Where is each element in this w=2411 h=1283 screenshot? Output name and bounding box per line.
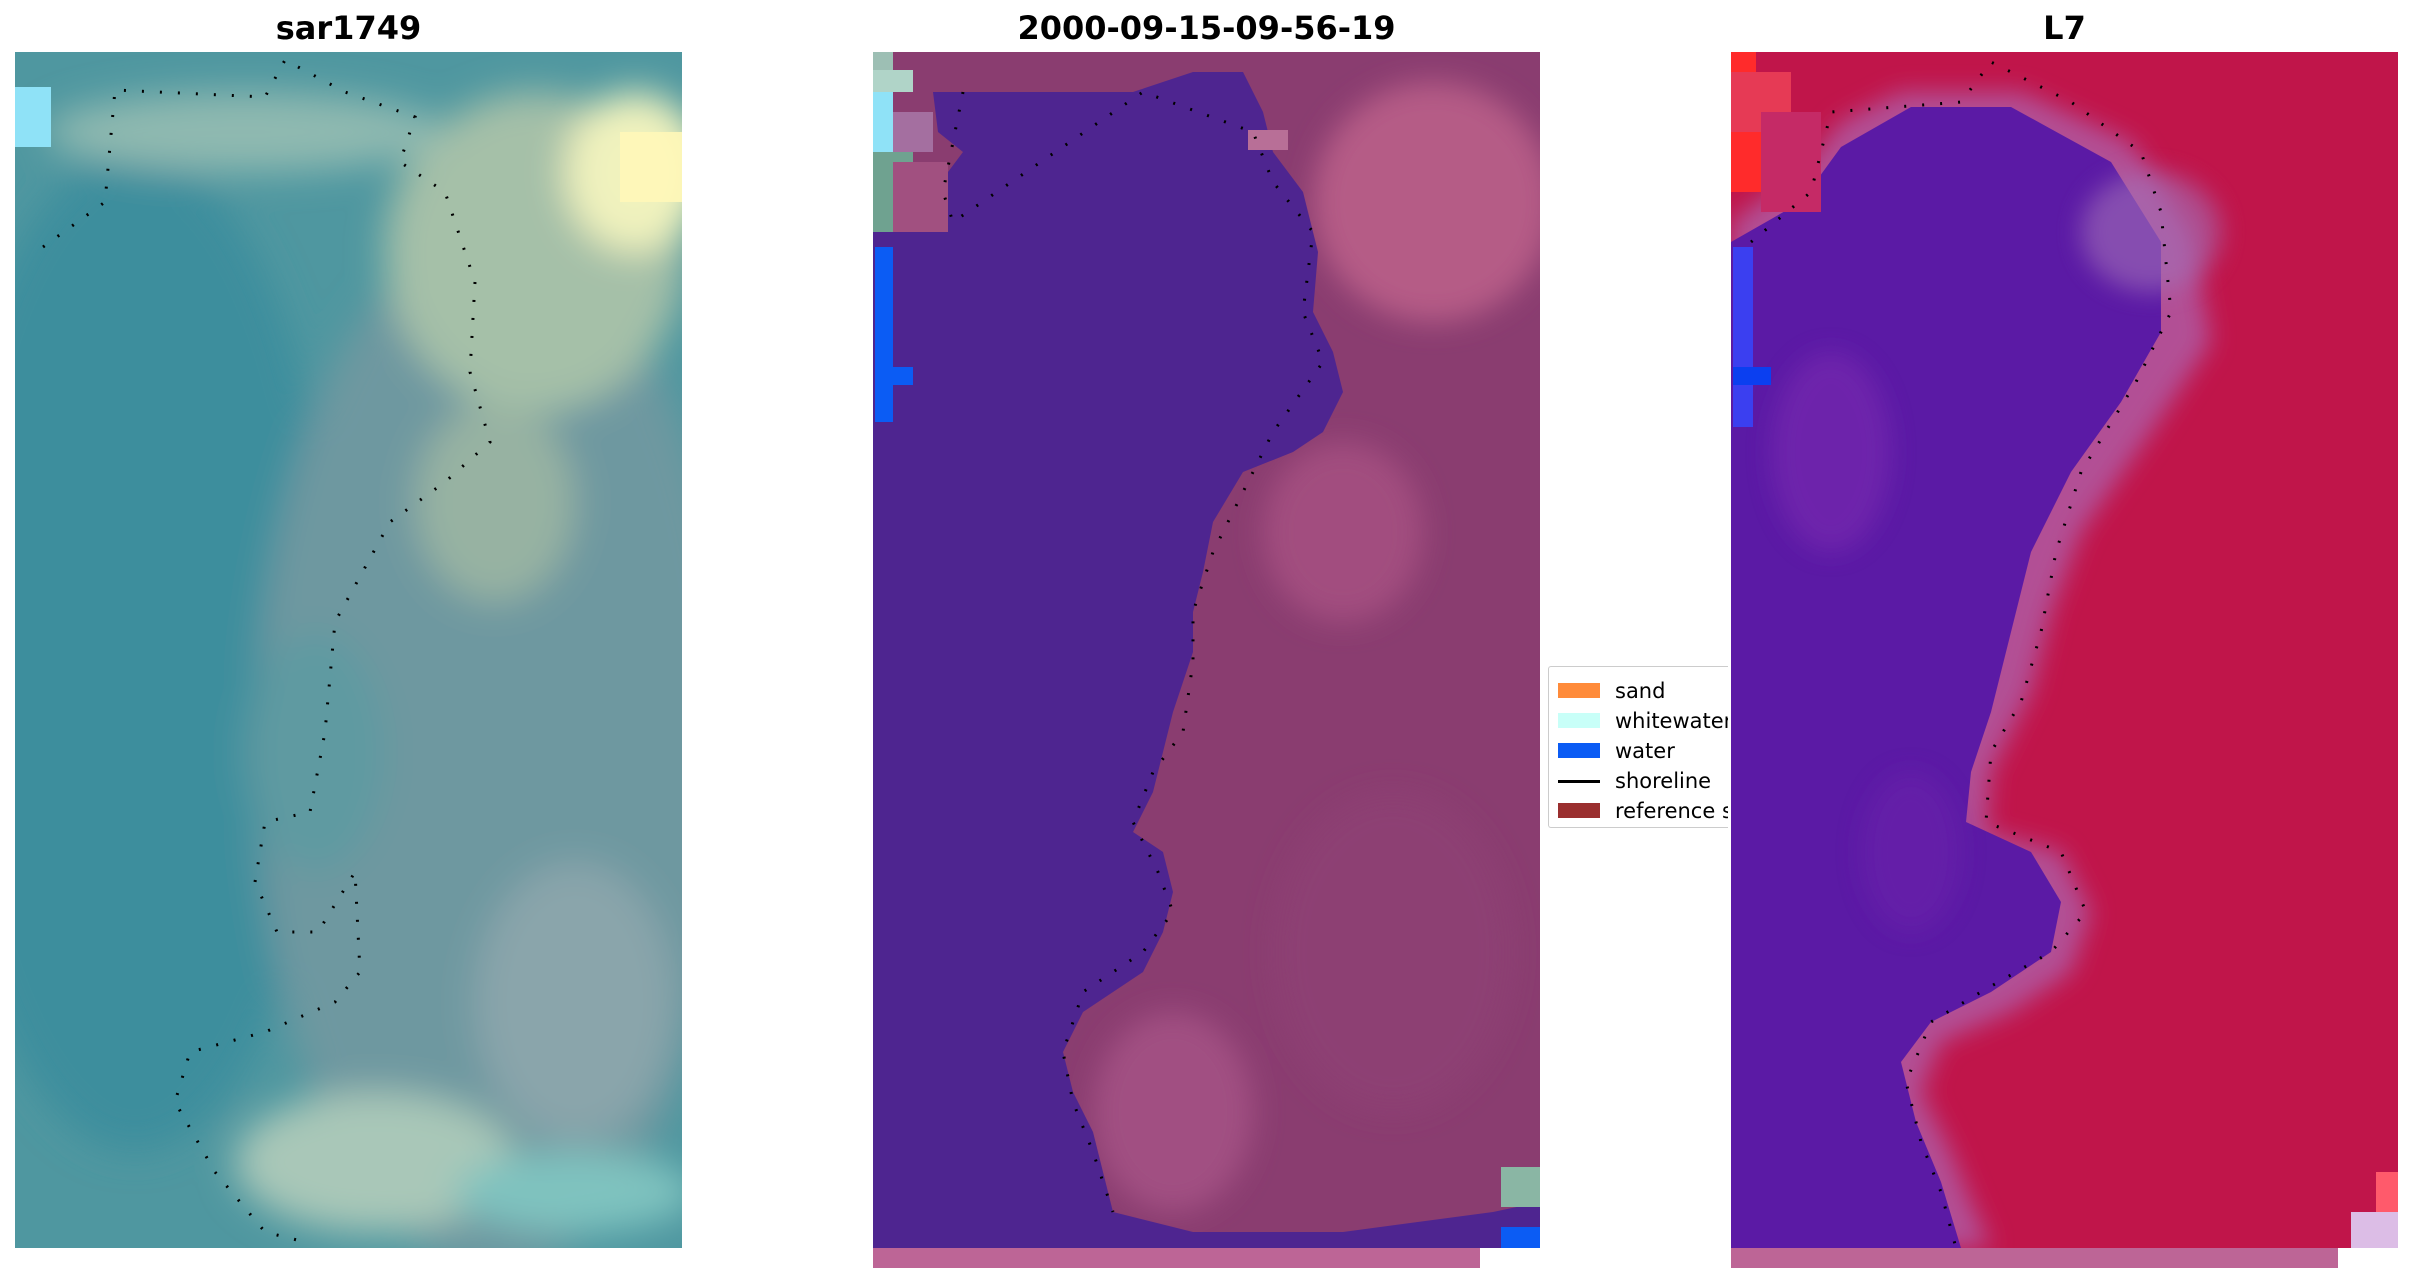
sand-swatch bbox=[1558, 683, 1600, 698]
panel-title-3: L7 bbox=[2043, 9, 2086, 47]
l7-image-panel bbox=[1731, 52, 2398, 1248]
legend-item-reference-shoreline: reference s bbox=[1549, 796, 1728, 826]
legend-item-whitewater: whitewater bbox=[1549, 706, 1728, 736]
classified-image-panel bbox=[873, 52, 1540, 1248]
satellite-image-panel bbox=[15, 52, 682, 1248]
shoreline-line-swatch bbox=[1558, 780, 1600, 783]
l7-image bbox=[1731, 52, 2398, 1248]
shoreline-overlay-3 bbox=[1750, 60, 2173, 1248]
legend-item-sand: sand bbox=[1549, 676, 1728, 706]
classified-image-bottom-strip bbox=[873, 1248, 1480, 1268]
water-swatch bbox=[1558, 743, 1600, 758]
legend-label: water bbox=[1615, 739, 1675, 763]
classified-image bbox=[873, 52, 1540, 1248]
legend-label: shoreline bbox=[1615, 769, 1712, 793]
shoreline-overlay bbox=[42, 57, 492, 1244]
legend-label: sand bbox=[1615, 679, 1666, 703]
whitewater-swatch bbox=[1558, 713, 1600, 728]
panel-title-2: 2000-09-15-09-56-19 bbox=[1017, 9, 1396, 47]
reference-swatch bbox=[1558, 803, 1600, 818]
legend-item-water: water bbox=[1549, 736, 1728, 766]
legend-label: reference s bbox=[1615, 799, 1728, 823]
satellite-image bbox=[15, 52, 682, 1248]
legend-item-shoreline: shoreline bbox=[1549, 766, 1728, 796]
l7-image-bottom-strip bbox=[1731, 1248, 2338, 1268]
panel-title-1: sar1749 bbox=[275, 9, 422, 47]
shoreline-overlay-2 bbox=[941, 90, 1325, 1213]
legend: sand whitewater water shoreline referenc… bbox=[1548, 666, 1728, 828]
legend-label: whitewater bbox=[1615, 709, 1728, 733]
